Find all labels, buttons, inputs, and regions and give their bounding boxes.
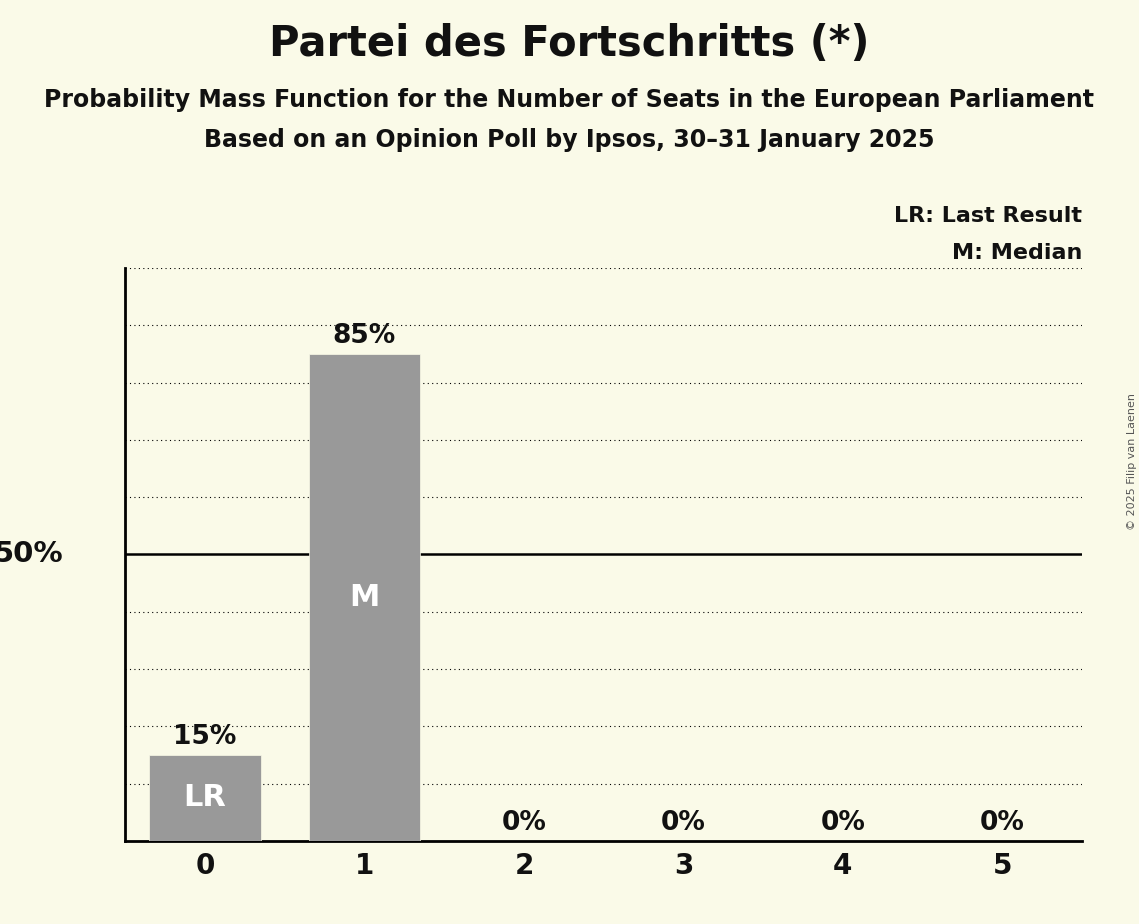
Text: 85%: 85% (333, 323, 396, 349)
Text: © 2025 Filip van Laenen: © 2025 Filip van Laenen (1126, 394, 1137, 530)
Text: 15%: 15% (173, 724, 237, 750)
Text: Partei des Fortschritts (*): Partei des Fortschritts (*) (269, 23, 870, 65)
Text: M: M (350, 583, 379, 612)
Text: LR: LR (183, 784, 227, 812)
Bar (309, 354, 420, 841)
Text: 50%: 50% (0, 541, 63, 568)
Text: M: Median: M: Median (952, 243, 1082, 263)
Text: 0%: 0% (501, 810, 547, 836)
Text: Based on an Opinion Poll by Ipsos, 30–31 January 2025: Based on an Opinion Poll by Ipsos, 30–31… (204, 128, 935, 152)
Text: LR: Last Result: LR: Last Result (894, 206, 1082, 226)
Text: 0%: 0% (980, 810, 1025, 836)
Text: 0%: 0% (661, 810, 706, 836)
Text: 0%: 0% (820, 810, 866, 836)
Bar (149, 755, 261, 841)
Text: Probability Mass Function for the Number of Seats in the European Parliament: Probability Mass Function for the Number… (44, 88, 1095, 112)
